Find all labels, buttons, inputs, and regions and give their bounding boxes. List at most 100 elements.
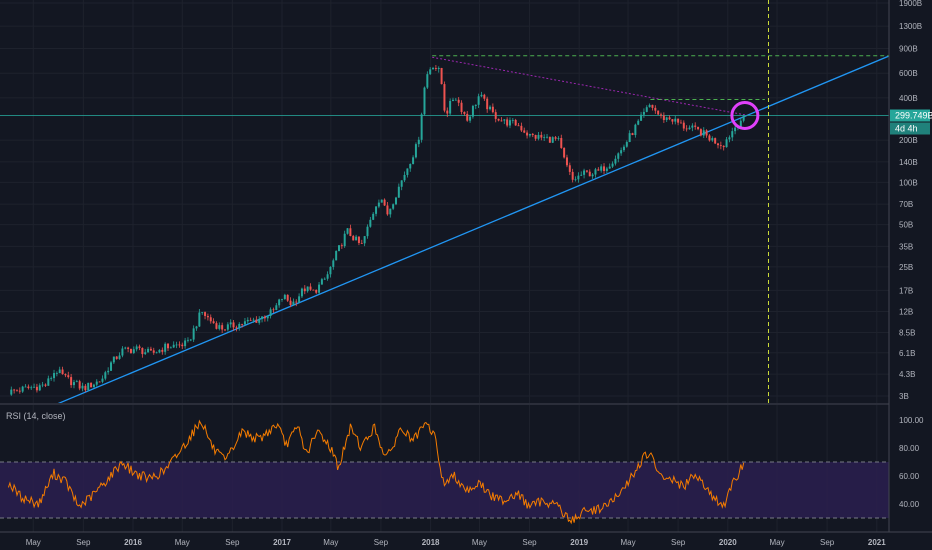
time-tick-label: 2017 xyxy=(273,538,291,547)
rsi-axis[interactable]: 40.00 60.00 80.00 100.00 xyxy=(899,416,924,509)
candle-body xyxy=(241,323,244,325)
candle-body xyxy=(75,381,78,383)
price-pane[interactable] xyxy=(0,0,895,404)
candle-body xyxy=(705,130,708,136)
candle-body xyxy=(454,99,457,101)
candle-body xyxy=(186,339,189,341)
candle-body xyxy=(232,322,235,328)
time-tick-label: 2016 xyxy=(124,538,142,547)
candle-body xyxy=(169,347,172,349)
candlestick-series[interactable] xyxy=(10,65,745,396)
candle-body xyxy=(67,375,70,378)
candle-body xyxy=(742,116,745,121)
candle-body xyxy=(369,219,372,227)
candle-body xyxy=(662,115,665,121)
candle-body xyxy=(298,296,301,303)
candle-body xyxy=(397,186,400,198)
candle-body xyxy=(554,137,557,139)
candle-body xyxy=(528,133,531,136)
rsi-indicator-title[interactable]: RSI (14, close) xyxy=(6,411,66,421)
price-tick-label: 6.1B xyxy=(899,349,915,358)
candle-body xyxy=(13,389,16,391)
candle-body xyxy=(269,309,272,317)
candle-body xyxy=(660,114,663,116)
candle-body xyxy=(110,362,113,371)
candle-body xyxy=(725,139,728,148)
candle-body xyxy=(406,168,409,175)
candle-body xyxy=(426,74,429,88)
candle-body xyxy=(124,347,127,349)
candle-body xyxy=(640,114,643,121)
time-axis[interactable]: May Sep 2016 May Sep 2017 May Sep 2018 May Sep 2019… xyxy=(0,531,932,547)
candle-body xyxy=(412,157,415,164)
price-tick-label: 3B xyxy=(899,392,909,401)
time-tick-label: 2018 xyxy=(422,538,440,547)
candle-body xyxy=(201,312,204,313)
candle-body xyxy=(189,339,192,341)
candle-body xyxy=(717,143,720,146)
candle-body xyxy=(118,355,121,359)
candle-body xyxy=(534,134,537,139)
rsi-pane[interactable]: RSI (14, close) xyxy=(0,405,889,532)
price-tick-label: 900B xyxy=(899,45,918,54)
candle-body xyxy=(483,94,486,99)
resistance-trendline[interactable] xyxy=(432,56,749,116)
candle-body xyxy=(35,386,38,391)
candle-body xyxy=(101,378,104,382)
candle-body xyxy=(192,328,195,340)
candle-body xyxy=(81,385,84,389)
candle-body xyxy=(27,386,30,389)
highlight-circle[interactable] xyxy=(730,100,760,130)
candle-body xyxy=(112,356,115,363)
candle-body xyxy=(403,174,406,181)
candle-body xyxy=(184,340,187,347)
candle-body xyxy=(335,251,338,261)
candle-body xyxy=(423,87,426,115)
candle-body xyxy=(489,106,492,110)
candle-body xyxy=(591,174,594,177)
current-price-tag xyxy=(890,109,930,122)
price-axis[interactable]: 3B 4.3B 6.1B 8.5B 12B 17B 25B 35B 50B 70B 100B 140B… xyxy=(888,0,922,532)
price-tick-label: 1300B xyxy=(899,22,922,31)
candle-body xyxy=(614,158,617,164)
candle-body xyxy=(15,390,18,392)
candle-body xyxy=(434,67,437,69)
price-tick-label: 12B xyxy=(899,308,913,317)
candle-body xyxy=(309,286,312,290)
candle-body xyxy=(668,117,671,120)
candle-body xyxy=(366,226,369,237)
candle-body xyxy=(500,120,503,122)
support-trendline[interactable] xyxy=(57,53,895,403)
rsi-line[interactable] xyxy=(7,419,745,525)
candle-body xyxy=(580,174,583,176)
candle-body xyxy=(55,373,58,374)
candle-body xyxy=(460,102,463,112)
candle-body xyxy=(508,120,511,126)
candle-body xyxy=(289,300,292,306)
candle-body xyxy=(318,284,321,293)
candle-body xyxy=(511,119,514,121)
candle-body xyxy=(24,386,27,388)
candle-body xyxy=(263,316,266,319)
candle-body xyxy=(343,233,346,247)
candle-body xyxy=(58,369,61,374)
candle-body xyxy=(235,327,238,329)
candle-body xyxy=(526,132,529,136)
candle-body xyxy=(611,163,614,167)
candle-body xyxy=(605,168,608,171)
time-tick-label: May xyxy=(769,538,784,547)
candle-body xyxy=(281,298,283,300)
candle-body xyxy=(540,134,543,138)
candle-body xyxy=(135,346,138,350)
candle-body xyxy=(121,348,124,356)
candle-body xyxy=(363,236,366,244)
candle-body xyxy=(252,319,255,321)
candle-body xyxy=(278,299,281,306)
rsi-plot-area[interactable] xyxy=(0,405,889,532)
candle-body xyxy=(129,348,132,353)
time-tick-label: May xyxy=(175,538,190,547)
candle-body xyxy=(719,145,722,146)
candle-body xyxy=(571,171,574,180)
price-plot-area[interactable] xyxy=(0,0,895,404)
